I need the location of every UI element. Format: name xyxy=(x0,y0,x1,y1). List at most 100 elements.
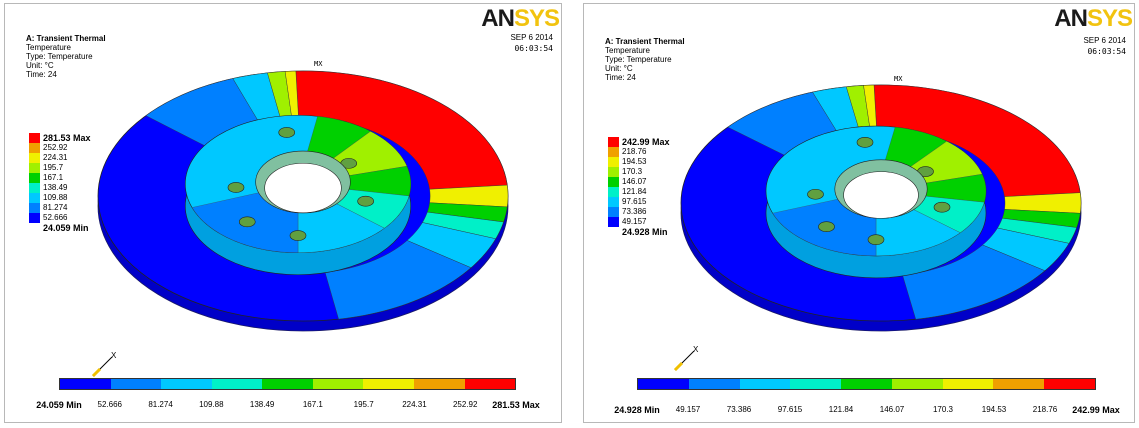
legend-label: 81.274 xyxy=(43,203,68,212)
legend-label: 24.059 Min xyxy=(43,223,89,233)
scale-tick-label: 24.059 Min xyxy=(36,400,82,410)
legend-entry: 138.49 xyxy=(29,183,91,193)
timestamp: SEP 6 2014 06:03:54 xyxy=(1083,35,1126,57)
legend-label: 218.76 xyxy=(622,147,647,156)
analysis-title: A: Transient Thermal xyxy=(26,34,106,43)
bolt-hole xyxy=(278,127,296,138)
scale-tick-label: 195.7 xyxy=(353,400,374,409)
legend-swatch xyxy=(29,163,40,173)
result-time: Time: 24 xyxy=(605,73,636,82)
bolt-hole xyxy=(289,230,307,241)
legend-label: 167.1 xyxy=(43,173,64,182)
brake-disc-model xyxy=(680,84,1082,332)
legend-label: 146.07 xyxy=(622,177,647,186)
bolt-hole xyxy=(227,182,245,193)
legend-entry: 224.31 xyxy=(29,153,91,163)
legend-entry: 167.1 xyxy=(29,173,91,183)
legend-label: 109.88 xyxy=(43,193,68,202)
legend-label: 195.7 xyxy=(43,163,64,172)
axis-triad: X xyxy=(91,351,117,378)
scale-tick-label: 24.928 Min xyxy=(614,405,660,415)
legend-entry: 24.059 Min xyxy=(29,223,91,233)
legend-entry: 97.615 xyxy=(608,197,670,207)
scale-segment xyxy=(790,379,842,389)
bolt-hole xyxy=(867,234,885,245)
hat-zone xyxy=(297,166,411,197)
legend-swatch xyxy=(608,197,619,207)
bolt-hole xyxy=(238,216,256,228)
result-unit: Unit: °C xyxy=(26,61,54,70)
max-marker: MX xyxy=(894,75,903,83)
timestamp: SEP 6 2014 06:03:54 xyxy=(510,32,553,54)
color-scale-bar xyxy=(637,378,1096,390)
scale-tick-label: 121.84 xyxy=(828,405,854,414)
scale-segment xyxy=(739,379,791,389)
legend-entry: 218.76 xyxy=(608,147,670,157)
result-panel-right: ANSYS SEP 6 2014 06:03:54 A: Transient T… xyxy=(583,3,1135,423)
scale-segment xyxy=(110,379,162,389)
legend-label: 170.3 xyxy=(622,167,643,176)
hat-zone xyxy=(875,174,987,203)
scale-segment xyxy=(161,379,212,389)
result-type: Type: Temperature xyxy=(605,55,672,64)
bolt-hole xyxy=(807,188,824,200)
legend-label: 242.99 Max xyxy=(622,137,670,147)
legend-entry: 121.84 xyxy=(608,187,670,197)
scale-segment xyxy=(262,379,313,389)
scale-segment xyxy=(211,379,263,389)
legend-swatch xyxy=(29,203,40,213)
legend-swatch xyxy=(29,213,40,223)
axis-triad: X xyxy=(673,345,699,372)
legend-swatch xyxy=(608,217,619,227)
ansys-logo: ANSYS xyxy=(481,5,560,32)
axis-label: X xyxy=(693,345,699,354)
legend-swatch xyxy=(29,143,40,153)
scale-segment xyxy=(841,379,892,389)
date-text: SEP 6 2014 xyxy=(1083,36,1126,45)
legend-entry: 49.157 xyxy=(608,217,670,227)
scale-tick-label: 97.615 xyxy=(777,405,803,414)
legend-swatch xyxy=(29,173,40,183)
legend-entry: 170.3 xyxy=(608,167,670,177)
scale-segment xyxy=(464,379,516,389)
legend-swatch xyxy=(608,137,619,147)
scale-segment xyxy=(993,379,1045,389)
legend-entry: 242.99 Max xyxy=(608,137,670,147)
axis-label: X xyxy=(111,351,117,360)
max-marker: MX xyxy=(314,60,323,68)
legend-swatch xyxy=(29,133,40,143)
legend-label: 49.157 xyxy=(622,217,647,226)
bolt-hole xyxy=(856,137,874,148)
legend-label: 281.53 Max xyxy=(43,133,91,143)
legend-entry: 146.07 xyxy=(608,177,670,187)
legend-entry: 281.53 Max xyxy=(29,133,91,143)
legend-entry: 81.274 xyxy=(29,203,91,213)
legend-swatch xyxy=(29,193,40,203)
color-legend: 281.53 Max 252.92 224.31 195.7 167.1 138.49 10… xyxy=(29,133,91,233)
scale-segment xyxy=(891,379,943,389)
legend-label: 194.53 xyxy=(622,157,647,166)
legend-swatch xyxy=(29,153,40,163)
scale-segment xyxy=(60,379,111,389)
time-text: 06:03:54 xyxy=(514,44,553,53)
center-bore xyxy=(843,171,919,219)
legend-swatch xyxy=(29,183,40,193)
scale-tick-label: 138.49 xyxy=(249,400,275,409)
scale-tick-label: 81.274 xyxy=(148,400,173,409)
scale-segment xyxy=(638,379,689,389)
bolt-hole xyxy=(933,201,951,213)
scale-tick-label: 224.31 xyxy=(402,400,427,409)
scale-tick-label: 167.1 xyxy=(302,400,323,409)
result-name: Temperature xyxy=(605,46,650,55)
scale-segment xyxy=(1044,379,1096,389)
legend-label: 52.666 xyxy=(43,213,68,222)
scale-tick-label: 109.88 xyxy=(199,400,224,409)
scale-tick-label: 52.666 xyxy=(97,400,122,409)
color-legend: 242.99 Max 218.76 194.53 170.3 146.07 121.84 9… xyxy=(608,137,670,237)
analysis-title: A: Transient Thermal xyxy=(605,37,685,46)
result-type: Type: Temperature xyxy=(26,52,93,61)
legend-label: 24.928 Min xyxy=(622,227,668,237)
legend-label: 252.92 xyxy=(43,143,68,152)
legend-entry: 109.88 xyxy=(29,193,91,203)
legend-entry: 252.92 xyxy=(29,143,91,153)
